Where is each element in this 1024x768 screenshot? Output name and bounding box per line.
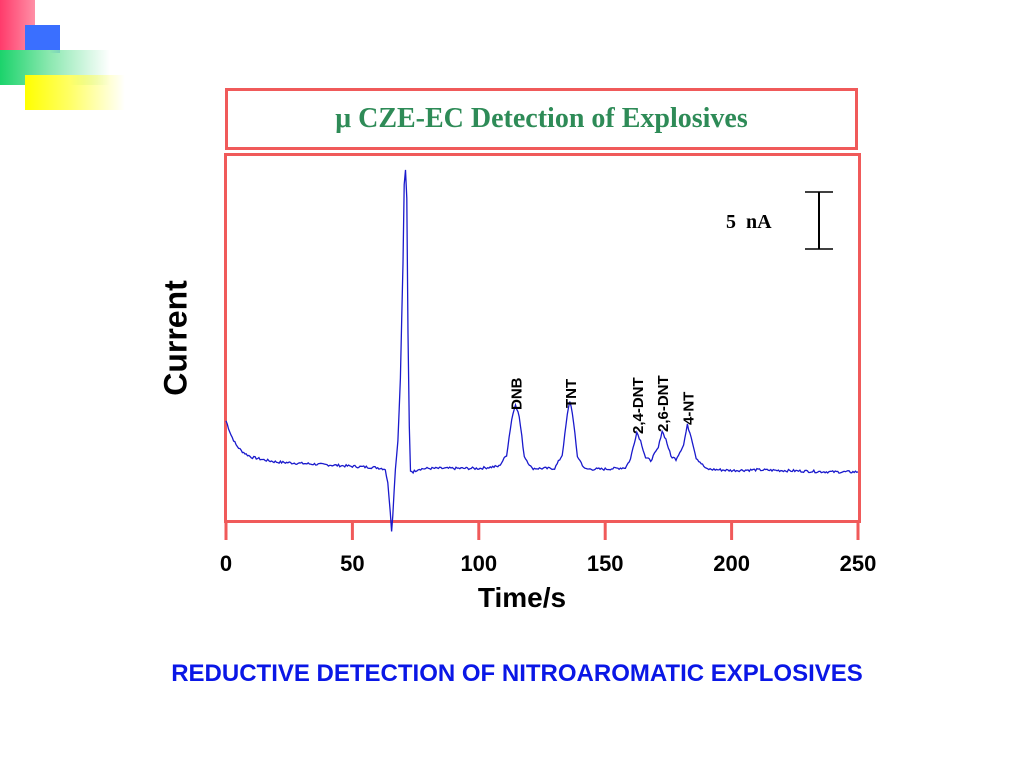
plot-frame	[224, 153, 861, 523]
x-tick-label: 50	[340, 551, 364, 576]
peak-label: 4-NT	[680, 392, 697, 425]
x-tick-label: 250	[840, 551, 877, 576]
x-tick-label: 100	[460, 551, 497, 576]
title-box: μ CZE-EC Detection of Explosives	[225, 88, 858, 150]
scale-bar-label: 5 nA	[726, 211, 772, 233]
x-tick-label: 150	[587, 551, 624, 576]
footer-caption: REDUCTIVE DETECTION OF NITROAROMATIC EXP…	[171, 660, 863, 687]
peak-label: DNB	[508, 377, 525, 410]
y-axis-label: Current	[157, 280, 194, 396]
chart-title: μ CZE-EC Detection of Explosives	[335, 103, 748, 134]
peak-label: 2,4-DNT	[630, 377, 647, 434]
decorative-blue-square	[25, 25, 60, 53]
x-tick-label: 0	[220, 551, 232, 576]
peak-label: 2,6-DNT	[655, 375, 672, 432]
x-axis-label: Time/s	[477, 582, 567, 613]
decorative-yellow-bar	[25, 75, 125, 110]
peak-label: TNT	[563, 379, 580, 408]
signal-trace	[225, 169, 859, 532]
x-tick-label: 200	[713, 551, 750, 576]
